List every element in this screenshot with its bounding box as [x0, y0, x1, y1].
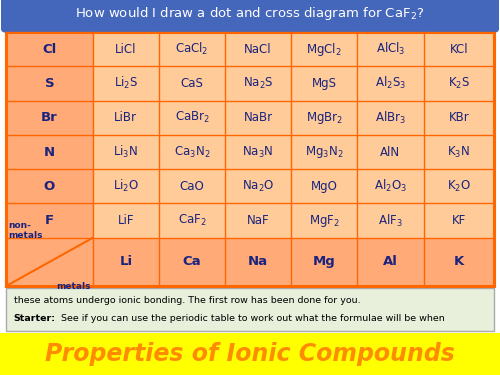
Text: Mg$_3$N$_2$: Mg$_3$N$_2$ — [305, 144, 344, 160]
Text: Li$_2$S: Li$_2$S — [114, 75, 138, 92]
Text: K: K — [454, 255, 464, 268]
Text: NaF: NaF — [247, 214, 270, 227]
Text: N: N — [44, 146, 55, 159]
Text: MgS: MgS — [312, 77, 337, 90]
FancyBboxPatch shape — [0, 333, 500, 375]
Text: KCl: KCl — [450, 42, 468, 56]
FancyBboxPatch shape — [6, 288, 494, 331]
Text: Al$_2$O$_3$: Al$_2$O$_3$ — [374, 178, 407, 194]
Text: Li$_3$N: Li$_3$N — [114, 144, 138, 160]
Text: O: O — [44, 180, 55, 193]
Text: non-
metals: non- metals — [8, 221, 43, 240]
Text: AlCl$_3$: AlCl$_3$ — [376, 41, 405, 57]
Text: Br: Br — [41, 111, 58, 124]
Text: Ca: Ca — [182, 255, 202, 268]
FancyBboxPatch shape — [6, 32, 494, 286]
Text: How would I draw a dot and cross diagram for CaF$_2$?: How would I draw a dot and cross diagram… — [76, 5, 424, 22]
FancyBboxPatch shape — [6, 100, 93, 135]
FancyBboxPatch shape — [6, 32, 93, 66]
Text: metals: metals — [56, 282, 90, 291]
Text: S: S — [44, 77, 54, 90]
Text: Na$_2$S: Na$_2$S — [243, 76, 274, 91]
Text: NaCl: NaCl — [244, 42, 272, 56]
Text: K$_3$N: K$_3$N — [447, 144, 470, 159]
Text: NaBr: NaBr — [244, 111, 272, 124]
Text: F: F — [45, 214, 54, 227]
Text: MgO: MgO — [311, 180, 338, 193]
Text: Ca$_3$N$_2$: Ca$_3$N$_2$ — [174, 144, 210, 159]
Text: AlBr$_3$: AlBr$_3$ — [375, 110, 406, 126]
Text: LiCl: LiCl — [115, 42, 136, 56]
Text: LiBr: LiBr — [114, 111, 138, 124]
Text: Li$_2$O: Li$_2$O — [113, 178, 139, 194]
Text: CaS: CaS — [180, 77, 204, 90]
Text: MgCl$_2$: MgCl$_2$ — [306, 40, 342, 57]
FancyBboxPatch shape — [1, 0, 499, 33]
Text: CaO: CaO — [180, 180, 204, 193]
Text: MgF$_2$: MgF$_2$ — [309, 213, 340, 229]
Text: KBr: KBr — [448, 111, 469, 124]
Text: CaBr$_2$: CaBr$_2$ — [174, 110, 210, 125]
Text: Cl: Cl — [42, 42, 56, 56]
Text: K$_2$O: K$_2$O — [446, 179, 471, 194]
Text: Mg: Mg — [313, 255, 336, 268]
Text: See if you can use the periodic table to work out what the formulae will be when: See if you can use the periodic table to… — [58, 314, 446, 322]
FancyBboxPatch shape — [6, 238, 494, 286]
Text: Starter:: Starter: — [14, 314, 56, 322]
Text: CaCl$_2$: CaCl$_2$ — [176, 41, 208, 57]
Text: Li: Li — [120, 255, 132, 268]
Text: CaF$_2$: CaF$_2$ — [178, 213, 206, 228]
Text: Al: Al — [383, 255, 398, 268]
Text: Al$_2$S$_3$: Al$_2$S$_3$ — [375, 75, 406, 92]
FancyBboxPatch shape — [6, 135, 93, 169]
Text: these atoms undergo ionic bonding. The first row has been done for you.: these atoms undergo ionic bonding. The f… — [14, 296, 360, 304]
Text: MgBr$_2$: MgBr$_2$ — [306, 110, 343, 126]
FancyBboxPatch shape — [6, 204, 93, 238]
FancyBboxPatch shape — [6, 169, 93, 204]
Text: Properties of Ionic Compounds: Properties of Ionic Compounds — [45, 342, 455, 366]
Text: LiF: LiF — [118, 214, 134, 227]
FancyBboxPatch shape — [6, 66, 93, 100]
Text: Na$_3$N: Na$_3$N — [242, 144, 274, 159]
Text: KF: KF — [452, 214, 466, 227]
FancyBboxPatch shape — [6, 238, 93, 286]
Text: Na: Na — [248, 255, 268, 268]
Text: Na$_2$O: Na$_2$O — [242, 179, 274, 194]
Text: K$_2$S: K$_2$S — [448, 76, 470, 91]
Text: AlF$_3$: AlF$_3$ — [378, 213, 403, 229]
Text: AlN: AlN — [380, 146, 400, 159]
